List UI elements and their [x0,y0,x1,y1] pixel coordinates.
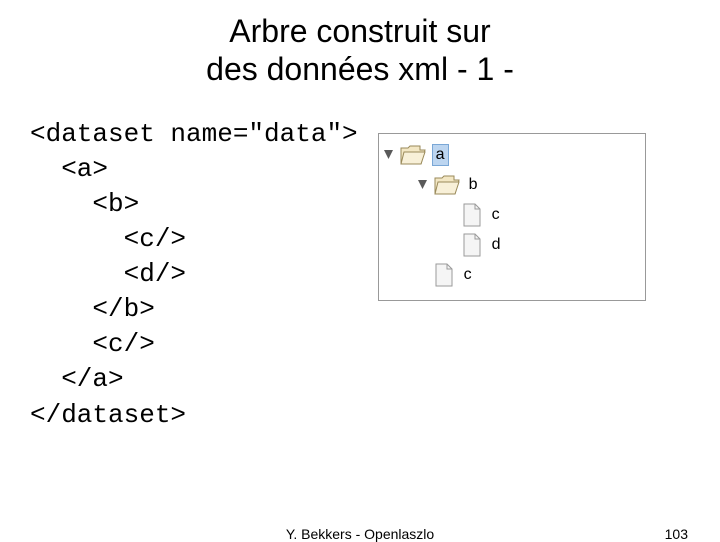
tree-label: c [461,265,475,285]
tree-label: c [489,205,503,225]
expand-triangle-icon[interactable] [383,149,394,160]
title-line-1: Arbre construit sur [229,13,490,49]
folder-open-icon [400,144,426,166]
tree-node-c[interactable]: c [383,200,641,230]
code-block: <dataset name="data"> <a> <b> <c/> <d/> … [30,117,358,433]
tree-node-c2[interactable]: c [383,260,641,290]
expand-triangle-icon[interactable] [417,179,428,190]
tree-panel-wrap: a b [378,133,646,433]
tree-node-d[interactable]: d [383,230,641,260]
title-line-2: des données xml - 1 - [206,51,514,87]
file-icon [461,202,483,228]
folder-open-icon [434,174,460,196]
code-line: </dataset> [30,400,186,430]
tree-label: d [489,235,504,255]
tree-node-a[interactable]: a [383,140,641,170]
slide-title: Arbre construit sur des données xml - 1 … [0,0,720,89]
code-line: <a> [30,154,108,184]
code-line: <c/> [30,329,155,359]
code-line: <dataset name="data"> [30,119,358,149]
file-icon [461,232,483,258]
code-line: </b> [30,294,155,324]
tree-panel: a b [378,133,646,301]
code-line: <b> [30,189,139,219]
file-icon [433,262,455,288]
tree-node-b[interactable]: b [383,170,641,200]
code-line: <d/> [30,259,186,289]
code-line: <c/> [30,224,186,254]
tree-label: a [432,144,449,166]
code-line: </a> [30,364,124,394]
content-area: <dataset name="data"> <a> <b> <c/> <d/> … [0,117,720,433]
tree-label: b [466,175,481,195]
